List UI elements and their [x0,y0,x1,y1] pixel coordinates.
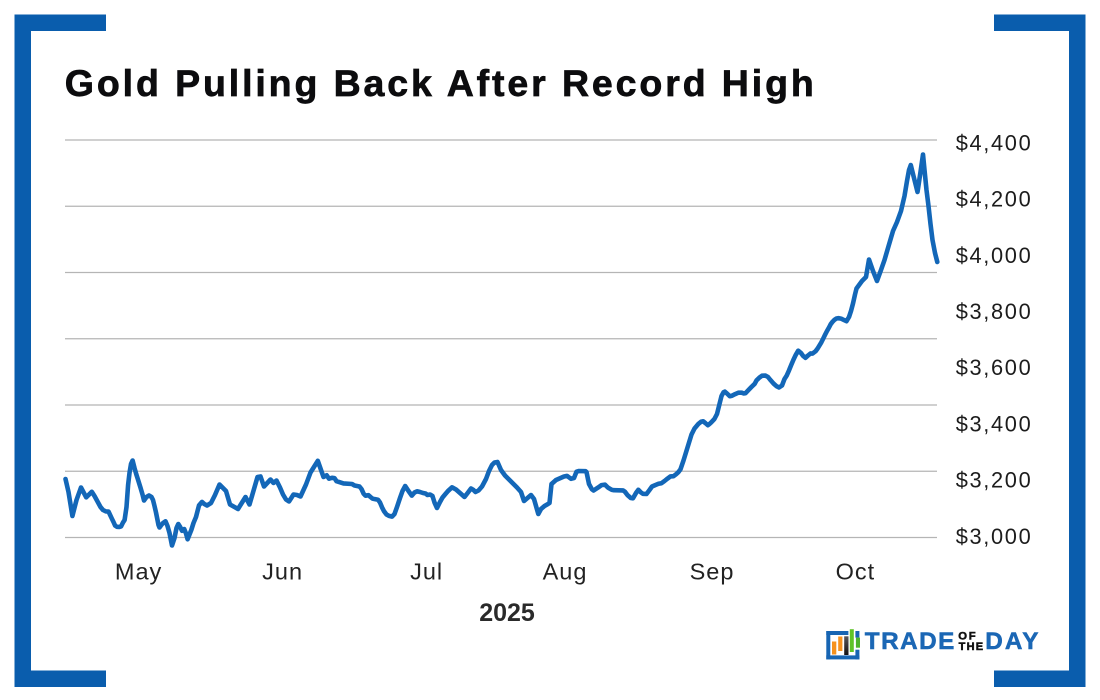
svg-text:$3,200: $3,200 [956,468,1031,493]
svg-text:$4,400: $4,400 [956,130,1031,155]
svg-text:Jun: Jun [262,559,303,585]
svg-text:$4,000: $4,000 [956,243,1031,268]
svg-text:Aug: Aug [543,559,588,585]
svg-text:$3,600: $3,600 [956,355,1031,380]
svg-text:Jul: Jul [410,559,443,585]
svg-text:Gold Pulling Back After Record: Gold Pulling Back After Record High [65,62,814,104]
svg-text:THE: THE [959,641,984,653]
svg-text:$3,000: $3,000 [956,524,1031,549]
svg-text:$3,400: $3,400 [956,411,1031,436]
svg-text:OF: OF [958,630,976,642]
svg-text:DAY: DAY [985,628,1038,655]
svg-text:Oct: Oct [836,559,876,585]
svg-text:May: May [115,559,162,585]
svg-text:2025: 2025 [479,599,535,627]
svg-text:TRADE: TRADE [865,628,955,655]
svg-text:$4,200: $4,200 [956,187,1031,212]
svg-text:Sep: Sep [690,559,735,585]
svg-text:$3,800: $3,800 [956,299,1031,324]
